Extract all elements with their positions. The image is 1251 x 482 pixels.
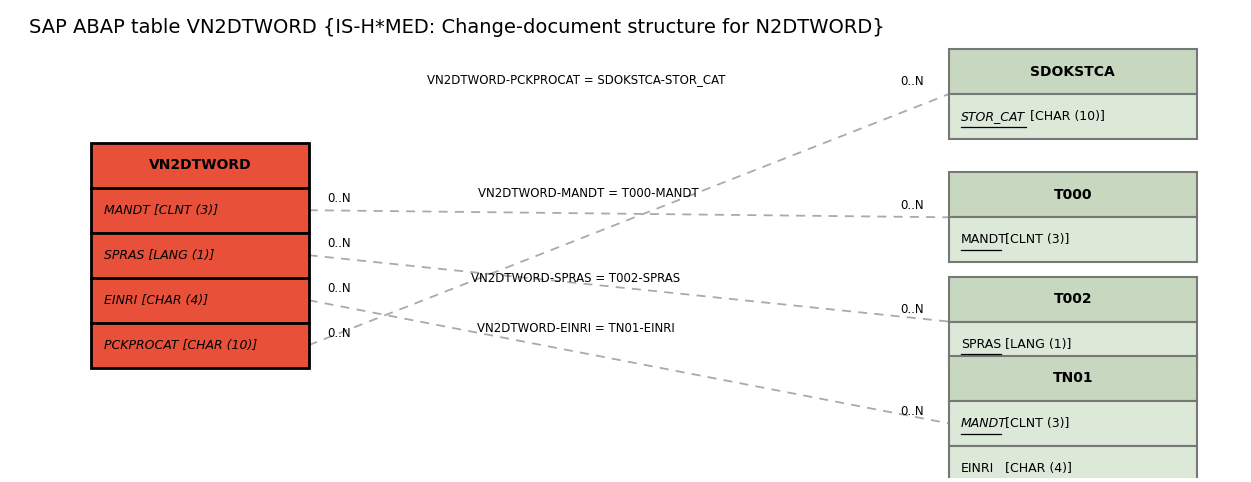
Text: VN2DTWORD: VN2DTWORD bbox=[149, 158, 251, 172]
FancyBboxPatch shape bbox=[948, 401, 1197, 446]
Text: SPRAS [LANG (1)]: SPRAS [LANG (1)] bbox=[104, 249, 214, 262]
FancyBboxPatch shape bbox=[948, 173, 1197, 217]
Text: [CHAR (10)]: [CHAR (10)] bbox=[1026, 110, 1105, 123]
FancyBboxPatch shape bbox=[948, 321, 1197, 366]
Text: TN01: TN01 bbox=[1052, 371, 1093, 386]
Text: [LANG (1)]: [LANG (1)] bbox=[1001, 337, 1072, 350]
Text: STOR_CAT: STOR_CAT bbox=[961, 110, 1026, 123]
Text: MANDT: MANDT bbox=[961, 233, 1007, 246]
Text: VN2DTWORD-SPRAS = T002-SPRAS: VN2DTWORD-SPRAS = T002-SPRAS bbox=[472, 272, 681, 285]
FancyBboxPatch shape bbox=[948, 356, 1197, 401]
FancyBboxPatch shape bbox=[91, 323, 309, 368]
Text: 0..N: 0..N bbox=[328, 281, 350, 295]
Text: VN2DTWORD-PCKPROCAT = SDOKSTCA-STOR_CAT: VN2DTWORD-PCKPROCAT = SDOKSTCA-STOR_CAT bbox=[427, 73, 726, 86]
Text: [CHAR (4)]: [CHAR (4)] bbox=[1001, 462, 1072, 475]
FancyBboxPatch shape bbox=[948, 446, 1197, 482]
Text: [CLNT (3)]: [CLNT (3)] bbox=[1001, 233, 1070, 246]
FancyBboxPatch shape bbox=[91, 187, 309, 233]
Text: SPRAS: SPRAS bbox=[961, 337, 1001, 350]
Text: EINRI: EINRI bbox=[961, 462, 995, 475]
Text: MANDT [CLNT (3)]: MANDT [CLNT (3)] bbox=[104, 204, 218, 217]
Text: 0..N: 0..N bbox=[901, 76, 923, 89]
FancyBboxPatch shape bbox=[948, 94, 1197, 139]
Text: SAP ABAP table VN2DTWORD {IS-H*MED: Change-document structure for N2DTWORD}: SAP ABAP table VN2DTWORD {IS-H*MED: Chan… bbox=[29, 18, 884, 38]
Text: T002: T002 bbox=[1053, 292, 1092, 306]
Text: PCKPROCAT [CHAR (10)]: PCKPROCAT [CHAR (10)] bbox=[104, 339, 256, 352]
Text: 0..N: 0..N bbox=[328, 326, 350, 339]
Text: 0..N: 0..N bbox=[901, 405, 923, 418]
Text: 0..N: 0..N bbox=[901, 303, 923, 316]
Text: EINRI [CHAR (4)]: EINRI [CHAR (4)] bbox=[104, 294, 208, 307]
FancyBboxPatch shape bbox=[91, 143, 309, 187]
FancyBboxPatch shape bbox=[91, 233, 309, 278]
FancyBboxPatch shape bbox=[948, 277, 1197, 321]
Text: 0..N: 0..N bbox=[328, 237, 350, 250]
FancyBboxPatch shape bbox=[948, 217, 1197, 262]
FancyBboxPatch shape bbox=[91, 278, 309, 323]
Text: SDOKSTCA: SDOKSTCA bbox=[1031, 65, 1115, 79]
Text: VN2DTWORD-EINRI = TN01-EINRI: VN2DTWORD-EINRI = TN01-EINRI bbox=[477, 322, 674, 335]
Text: 0..N: 0..N bbox=[328, 191, 350, 204]
Text: MANDT: MANDT bbox=[961, 417, 1007, 430]
Text: T000: T000 bbox=[1053, 188, 1092, 202]
Text: [CLNT (3)]: [CLNT (3)] bbox=[1001, 417, 1070, 430]
Text: 0..N: 0..N bbox=[901, 199, 923, 212]
Text: VN2DTWORD-MANDT = T000-MANDT: VN2DTWORD-MANDT = T000-MANDT bbox=[478, 187, 698, 200]
FancyBboxPatch shape bbox=[948, 49, 1197, 94]
